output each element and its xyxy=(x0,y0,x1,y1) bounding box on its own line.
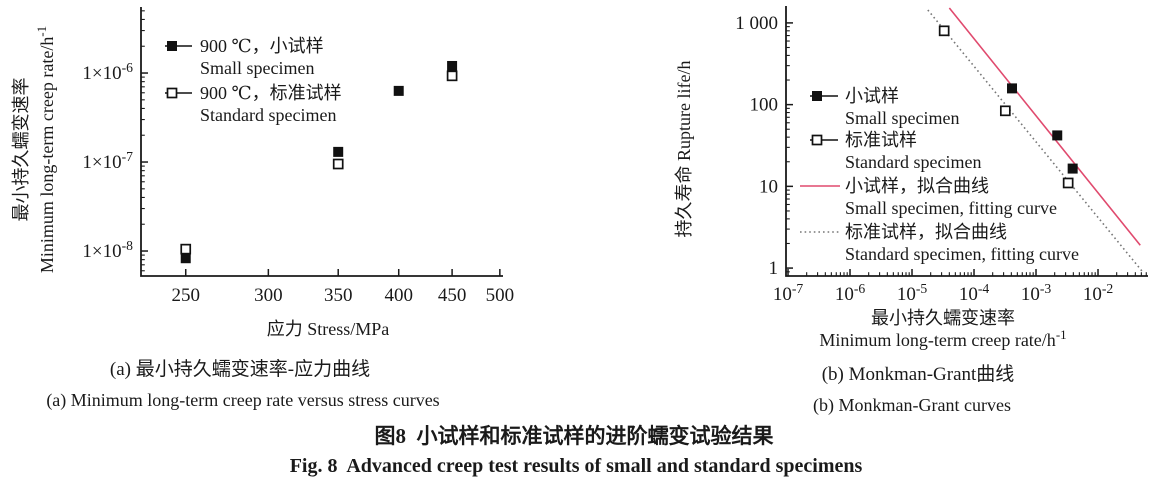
panel-b-caption-cn: (b) Monkman-Grant曲线 xyxy=(821,364,1015,385)
legend-label-en: Small specimen xyxy=(200,58,314,78)
legend-label-en: Standard specimen xyxy=(845,152,981,172)
legend-label-en: Small specimen, fitting curve xyxy=(845,198,1057,218)
x-tick-label: 10-6 xyxy=(835,281,866,305)
x-tick-label: 400 xyxy=(384,285,413,306)
svg-text:Minimum long-term creep rate/h: Minimum long-term creep rate/h-1 xyxy=(34,26,57,273)
open-square-marker xyxy=(938,25,950,37)
x-tick-label: 10-7 xyxy=(773,281,804,305)
legend-label-en: Standard specimen xyxy=(200,105,336,125)
open-square-marker xyxy=(999,105,1011,117)
svg-text:持久寿命 Rupture life/h: 持久寿命 Rupture life/h xyxy=(674,61,694,238)
x-tick-label: 10-2 xyxy=(1083,281,1114,305)
legend-label-en: Small specimen xyxy=(845,108,959,128)
filled-square-marker xyxy=(1007,83,1018,94)
series xyxy=(927,7,1144,273)
legend-label-cn: 小试样，拟合曲线 xyxy=(845,176,989,196)
x-tick-label: 450 xyxy=(438,285,467,306)
filled-square-marker xyxy=(812,91,822,101)
y-tick-label: 1×10-8 xyxy=(82,238,133,262)
legend-label-cn: 900 ℃，小试样 xyxy=(200,36,324,56)
plot-a: 1×10-6 1×10-7 1×10-8 250 300 350 400 450 500 应力 S… xyxy=(11,7,514,339)
y-tick-label: 10 xyxy=(759,176,778,197)
x-tick-label: 10-5 xyxy=(897,281,928,305)
filled-square-marker xyxy=(1052,130,1063,141)
x-tick-label: 350 xyxy=(324,285,353,306)
chart-b-monkman-grant: 1 000 100 10 110-7 10-6 10-5 10-4 10-3 10-2 最小持久蠕… xyxy=(674,6,1148,350)
plot-b: 1 000 100 10 110-7 10-6 10-5 10-4 10-3 10-2 最小持久蠕… xyxy=(674,6,1148,350)
axes: 1 000 100 10 110-7 10-6 10-5 10-4 10-3 10-2 xyxy=(735,6,1148,305)
x-tick-label: 500 xyxy=(486,285,515,306)
svg-text:最小持久蠕变速率: 最小持久蠕变速率 xyxy=(11,78,31,222)
x-tick-label: 300 xyxy=(254,285,283,306)
open-square-marker xyxy=(1062,177,1074,189)
panel-a-caption-en: (a) Minimum long-term creep rate versus … xyxy=(46,390,440,410)
filled-square-marker xyxy=(1067,163,1078,174)
series-small-specimen xyxy=(180,60,458,264)
y-tick-label: 1 000 xyxy=(735,13,778,34)
legend-label-cn: 900 ℃，标准试样 xyxy=(200,83,342,103)
figure-caption-cn: 图8 小试样和标准试样的进阶蠕变试验结果 xyxy=(374,424,774,448)
legend-label-cn: 小试样 xyxy=(845,86,899,106)
fit-line-standard-fitting-curve xyxy=(927,9,1144,273)
open-square-marker xyxy=(811,134,823,146)
figure-caption-en: Fig. 8 Advanced creep test results of sm… xyxy=(289,455,863,477)
filled-square-marker xyxy=(393,85,404,96)
filled-square-marker xyxy=(180,253,191,264)
fit-line-small-fitting-curve xyxy=(948,7,1141,246)
filled-square-marker xyxy=(447,60,458,71)
axes: 1×10-6 1×10-7 1×10-8 250 300 350 400 450 500 xyxy=(82,7,514,306)
legend-label-en: Standard specimen, fitting curve xyxy=(845,244,1079,264)
x-tick-label: 10-3 xyxy=(1021,281,1052,305)
panel-b-caption-en: (b) Monkman-Grant curves xyxy=(813,395,1011,415)
svg-text:Minimum long-term creep rate/h: Minimum long-term creep rate/h-1 xyxy=(819,327,1066,350)
open-square-marker xyxy=(332,158,344,170)
y-tick-label: 1 xyxy=(769,258,779,279)
legend-label-cn: 标准试样 xyxy=(845,130,917,150)
svg-text:应力 Stress/MPa: 应力 Stress/MPa xyxy=(267,319,390,339)
filled-square-marker xyxy=(333,146,344,157)
x-tick-label: 10-4 xyxy=(959,281,990,305)
open-square-marker xyxy=(180,243,192,255)
filled-square-marker xyxy=(167,41,177,51)
chart-a-creep-rate-vs-stress: 1×10-6 1×10-7 1×10-8 250 300 350 400 450 500 应力 S… xyxy=(11,7,514,339)
series-small-specimen xyxy=(1007,83,1078,174)
y-tick-label: 1×10-7 xyxy=(82,149,133,173)
series xyxy=(180,60,458,264)
open-square-marker xyxy=(446,70,458,82)
axis-labels: 应力 Stress/MPa 最小持久蠕变速率 Minimum long-term c… xyxy=(11,26,389,339)
open-square-marker xyxy=(166,87,178,99)
legend-label-cn: 标准试样，拟合曲线 xyxy=(845,222,1007,242)
series-standard-specimen xyxy=(180,70,458,255)
svg-text:最小持久蠕变速率: 最小持久蠕变速率 xyxy=(871,308,1015,328)
x-tick-label: 250 xyxy=(171,285,200,306)
series-standard-specimen xyxy=(938,25,1074,189)
y-tick-label: 100 xyxy=(750,95,779,116)
y-tick-label: 1×10-6 xyxy=(82,60,133,84)
panel-a-caption-cn: (a) 最小持久蠕变速率-应力曲线 xyxy=(109,359,371,380)
